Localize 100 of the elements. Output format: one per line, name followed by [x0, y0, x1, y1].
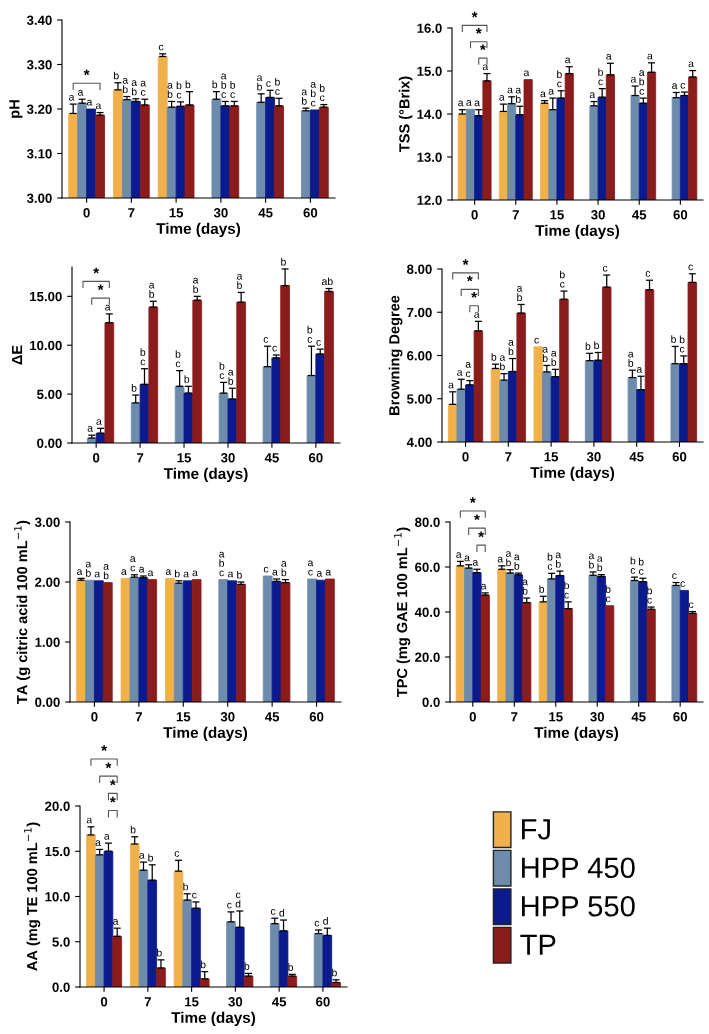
- data-label: a b: [167, 82, 173, 98]
- bar: [243, 975, 254, 987]
- bar: [147, 579, 158, 702]
- data-label: c: [645, 271, 651, 277]
- data-label: b: [183, 882, 189, 891]
- y-tick-label: 0.00: [35, 697, 60, 707]
- y-tick-label: 7.00: [407, 307, 432, 318]
- y-axis-title: pH: [9, 100, 23, 118]
- x-tick-label: 0: [462, 452, 469, 462]
- bar: [269, 923, 280, 987]
- data-label: a: [69, 94, 75, 101]
- data-label: b c: [679, 335, 685, 353]
- legend-label: TP: [520, 934, 556, 955]
- x-tick-label: 7: [511, 712, 518, 722]
- data-label: a b c: [219, 551, 225, 577]
- data-label: b c: [647, 586, 652, 604]
- data-label: c: [602, 265, 608, 272]
- y-axis-title: ΔE: [12, 345, 23, 365]
- y-axis-title: Browning Degree: [388, 295, 403, 415]
- data-label: a b: [628, 351, 634, 367]
- x-tick-label: 15: [177, 453, 191, 463]
- data-label: a b: [508, 340, 514, 356]
- bar: [455, 565, 465, 702]
- bar: [555, 575, 565, 702]
- data-label: a b: [551, 350, 557, 366]
- bar: [129, 576, 140, 702]
- data-label: a: [481, 583, 487, 590]
- data-label: c: [534, 337, 539, 344]
- x-axis-title: Time (days): [171, 1011, 256, 1027]
- bar: [646, 608, 656, 702]
- data-label: a b: [281, 561, 287, 577]
- data-label: a b: [588, 553, 595, 569]
- y-tick-label: 15.0: [417, 66, 442, 76]
- data-label: a: [565, 57, 571, 64]
- x-tick-label: 30: [220, 712, 235, 722]
- bar: [112, 935, 122, 987]
- data-label: b: [174, 569, 180, 578]
- bar: [227, 398, 238, 443]
- data-label: a b: [515, 87, 522, 103]
- x-tick-label: 60: [672, 452, 687, 462]
- y-tick-label: 3.00: [34, 517, 60, 527]
- bar: [104, 322, 115, 443]
- bar: [497, 568, 507, 702]
- data-label: a: [148, 570, 154, 577]
- bar: [120, 577, 131, 702]
- data-label: a: [139, 852, 145, 859]
- data-label: a: [456, 552, 462, 558]
- data-label: d: [323, 917, 328, 925]
- data-label: b c: [275, 77, 280, 95]
- y-tick-label: 40.0: [414, 607, 440, 617]
- data-label: a b: [257, 75, 263, 91]
- y-tick-label: 3.00: [26, 193, 52, 203]
- annotation: *: [479, 44, 486, 51]
- data-label: a: [688, 61, 694, 68]
- data-label: a: [497, 556, 504, 563]
- data-label: b c: [560, 270, 565, 288]
- bar: [147, 879, 158, 987]
- data-label: b: [585, 342, 591, 350]
- bar: [513, 574, 523, 702]
- x-tick-label: 60: [673, 712, 687, 722]
- bar: [324, 291, 334, 443]
- x-tick-label: 30: [213, 208, 228, 218]
- data-label: c: [688, 602, 694, 609]
- bar: [306, 375, 317, 443]
- data-label: c: [680, 82, 686, 89]
- x-tick-label: 7: [144, 997, 151, 1007]
- x-tick-label: 30: [220, 453, 235, 463]
- bar: [182, 580, 193, 702]
- data-label: c: [672, 573, 677, 580]
- data-label: b c: [638, 557, 644, 575]
- y-tick-label: 13.0: [417, 152, 442, 162]
- bar: [102, 582, 113, 702]
- data-label: c: [272, 345, 277, 352]
- data-label: b c: [557, 70, 562, 88]
- bar: [315, 353, 326, 443]
- bar: [271, 357, 282, 443]
- data-label: a b: [131, 80, 138, 96]
- data-label: a: [464, 555, 470, 562]
- y-tick-label: 0.0: [422, 697, 440, 707]
- data-label: a: [165, 569, 172, 575]
- data-label: b c: [175, 350, 181, 368]
- bar: [183, 392, 194, 443]
- x-tick-label: 7: [505, 452, 512, 462]
- bar: [325, 578, 335, 702]
- x-axis-title: Time (days): [535, 224, 620, 240]
- y-tick-label: 0.00: [37, 438, 62, 448]
- y-tick-label: 5.00: [37, 389, 62, 400]
- y-axis-title: AA (mg TE 100 mL$^{−1}$): [24, 822, 41, 971]
- data-label: a: [228, 571, 234, 578]
- y-tick-label: 4.00: [406, 437, 432, 447]
- text: *: [109, 796, 116, 803]
- data-label: a: [87, 426, 93, 432]
- bar: [156, 967, 166, 987]
- y-tick-label: 14.0: [417, 109, 442, 119]
- data-label: a: [499, 94, 505, 101]
- x-tick-label: 30: [586, 452, 601, 462]
- data-label: a: [647, 53, 653, 60]
- data-label: b c: [598, 68, 603, 86]
- y-tick-label: 0.0: [52, 982, 70, 992]
- data-label: a b c: [221, 73, 227, 98]
